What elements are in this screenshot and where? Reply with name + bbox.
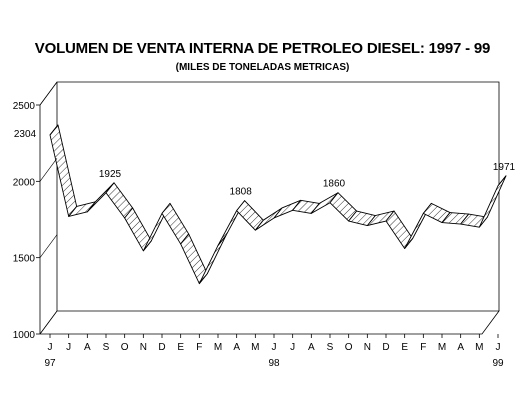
y-tick-depth — [39, 158, 58, 182]
x-tick-label: M — [475, 342, 483, 353]
x-tick-label: A — [308, 342, 315, 353]
ribbon-segment — [161, 202, 190, 245]
x-tick-label: O — [121, 342, 129, 353]
chart-title: VOLUMEN DE VENTA INTERNA DE PETROLEO DIE… — [34, 40, 491, 57]
ribbon-series — [49, 124, 507, 285]
ribbon-segment — [198, 235, 227, 285]
data-label: 1971 — [493, 162, 516, 173]
x-tick-label: F — [420, 342, 426, 353]
x-tick-label: O — [345, 342, 353, 353]
y-tick-label: 1500 — [13, 254, 36, 265]
y-tick-label: 1000 — [13, 330, 36, 341]
x-year-label: 99 — [492, 358, 504, 369]
x-year-label: 98 — [268, 358, 280, 369]
chart-subtitle: (MILES DE TONELADAS METRICAS) — [175, 62, 350, 73]
x-tick-label: A — [457, 342, 464, 353]
x-tick-label: N — [140, 342, 147, 353]
x-tick-label: M — [214, 342, 222, 353]
y-axis-ticks: 1000 1500 2000 2500 — [13, 81, 58, 341]
x-tick-label: F — [196, 342, 202, 353]
floor — [39, 310, 500, 335]
ribbon-segment — [478, 175, 507, 228]
ribbon-segment — [49, 124, 78, 217]
x-year-label: 97 — [44, 358, 56, 369]
x-tick-label: D — [158, 342, 165, 353]
x-tick-label: J — [48, 342, 53, 353]
x-tick-label: E — [177, 342, 184, 353]
data-label: 1860 — [323, 179, 346, 190]
data-label: 1925 — [99, 169, 122, 180]
x-tick-label: M — [251, 342, 259, 353]
y-tick-depth — [39, 310, 58, 335]
x-tick-label: E — [401, 342, 408, 353]
y-tick-depth — [39, 234, 58, 258]
data-label: 1808 — [230, 187, 253, 198]
x-tick-label: A — [233, 342, 240, 353]
ribbon-start-cap — [49, 124, 59, 136]
x-tick-label: S — [327, 342, 334, 353]
x-tick-label: N — [364, 342, 371, 353]
ribbon-end-cap — [497, 175, 507, 187]
data-labels: 2304 1925 1808 1860 1971 — [14, 129, 516, 198]
x-tick-label: J — [290, 342, 295, 353]
x-tick-label: A — [84, 342, 91, 353]
x-axis-ticks: J J A S O N D E F M A M J J A S O N D E F M A M J97 98 99 — [44, 334, 504, 369]
x-tick-label: D — [382, 342, 389, 353]
x-tick-label: J — [496, 342, 501, 353]
x-tick-label: M — [438, 342, 446, 353]
x-tick-label: J — [272, 342, 277, 353]
x-tick-label: J — [66, 342, 71, 353]
y-tick-label: 2000 — [13, 177, 36, 188]
y-tick-label: 2500 — [13, 101, 36, 112]
x-tick-label: S — [103, 342, 110, 353]
y-tick-depth — [39, 81, 58, 106]
data-label: 2304 — [14, 129, 37, 140]
